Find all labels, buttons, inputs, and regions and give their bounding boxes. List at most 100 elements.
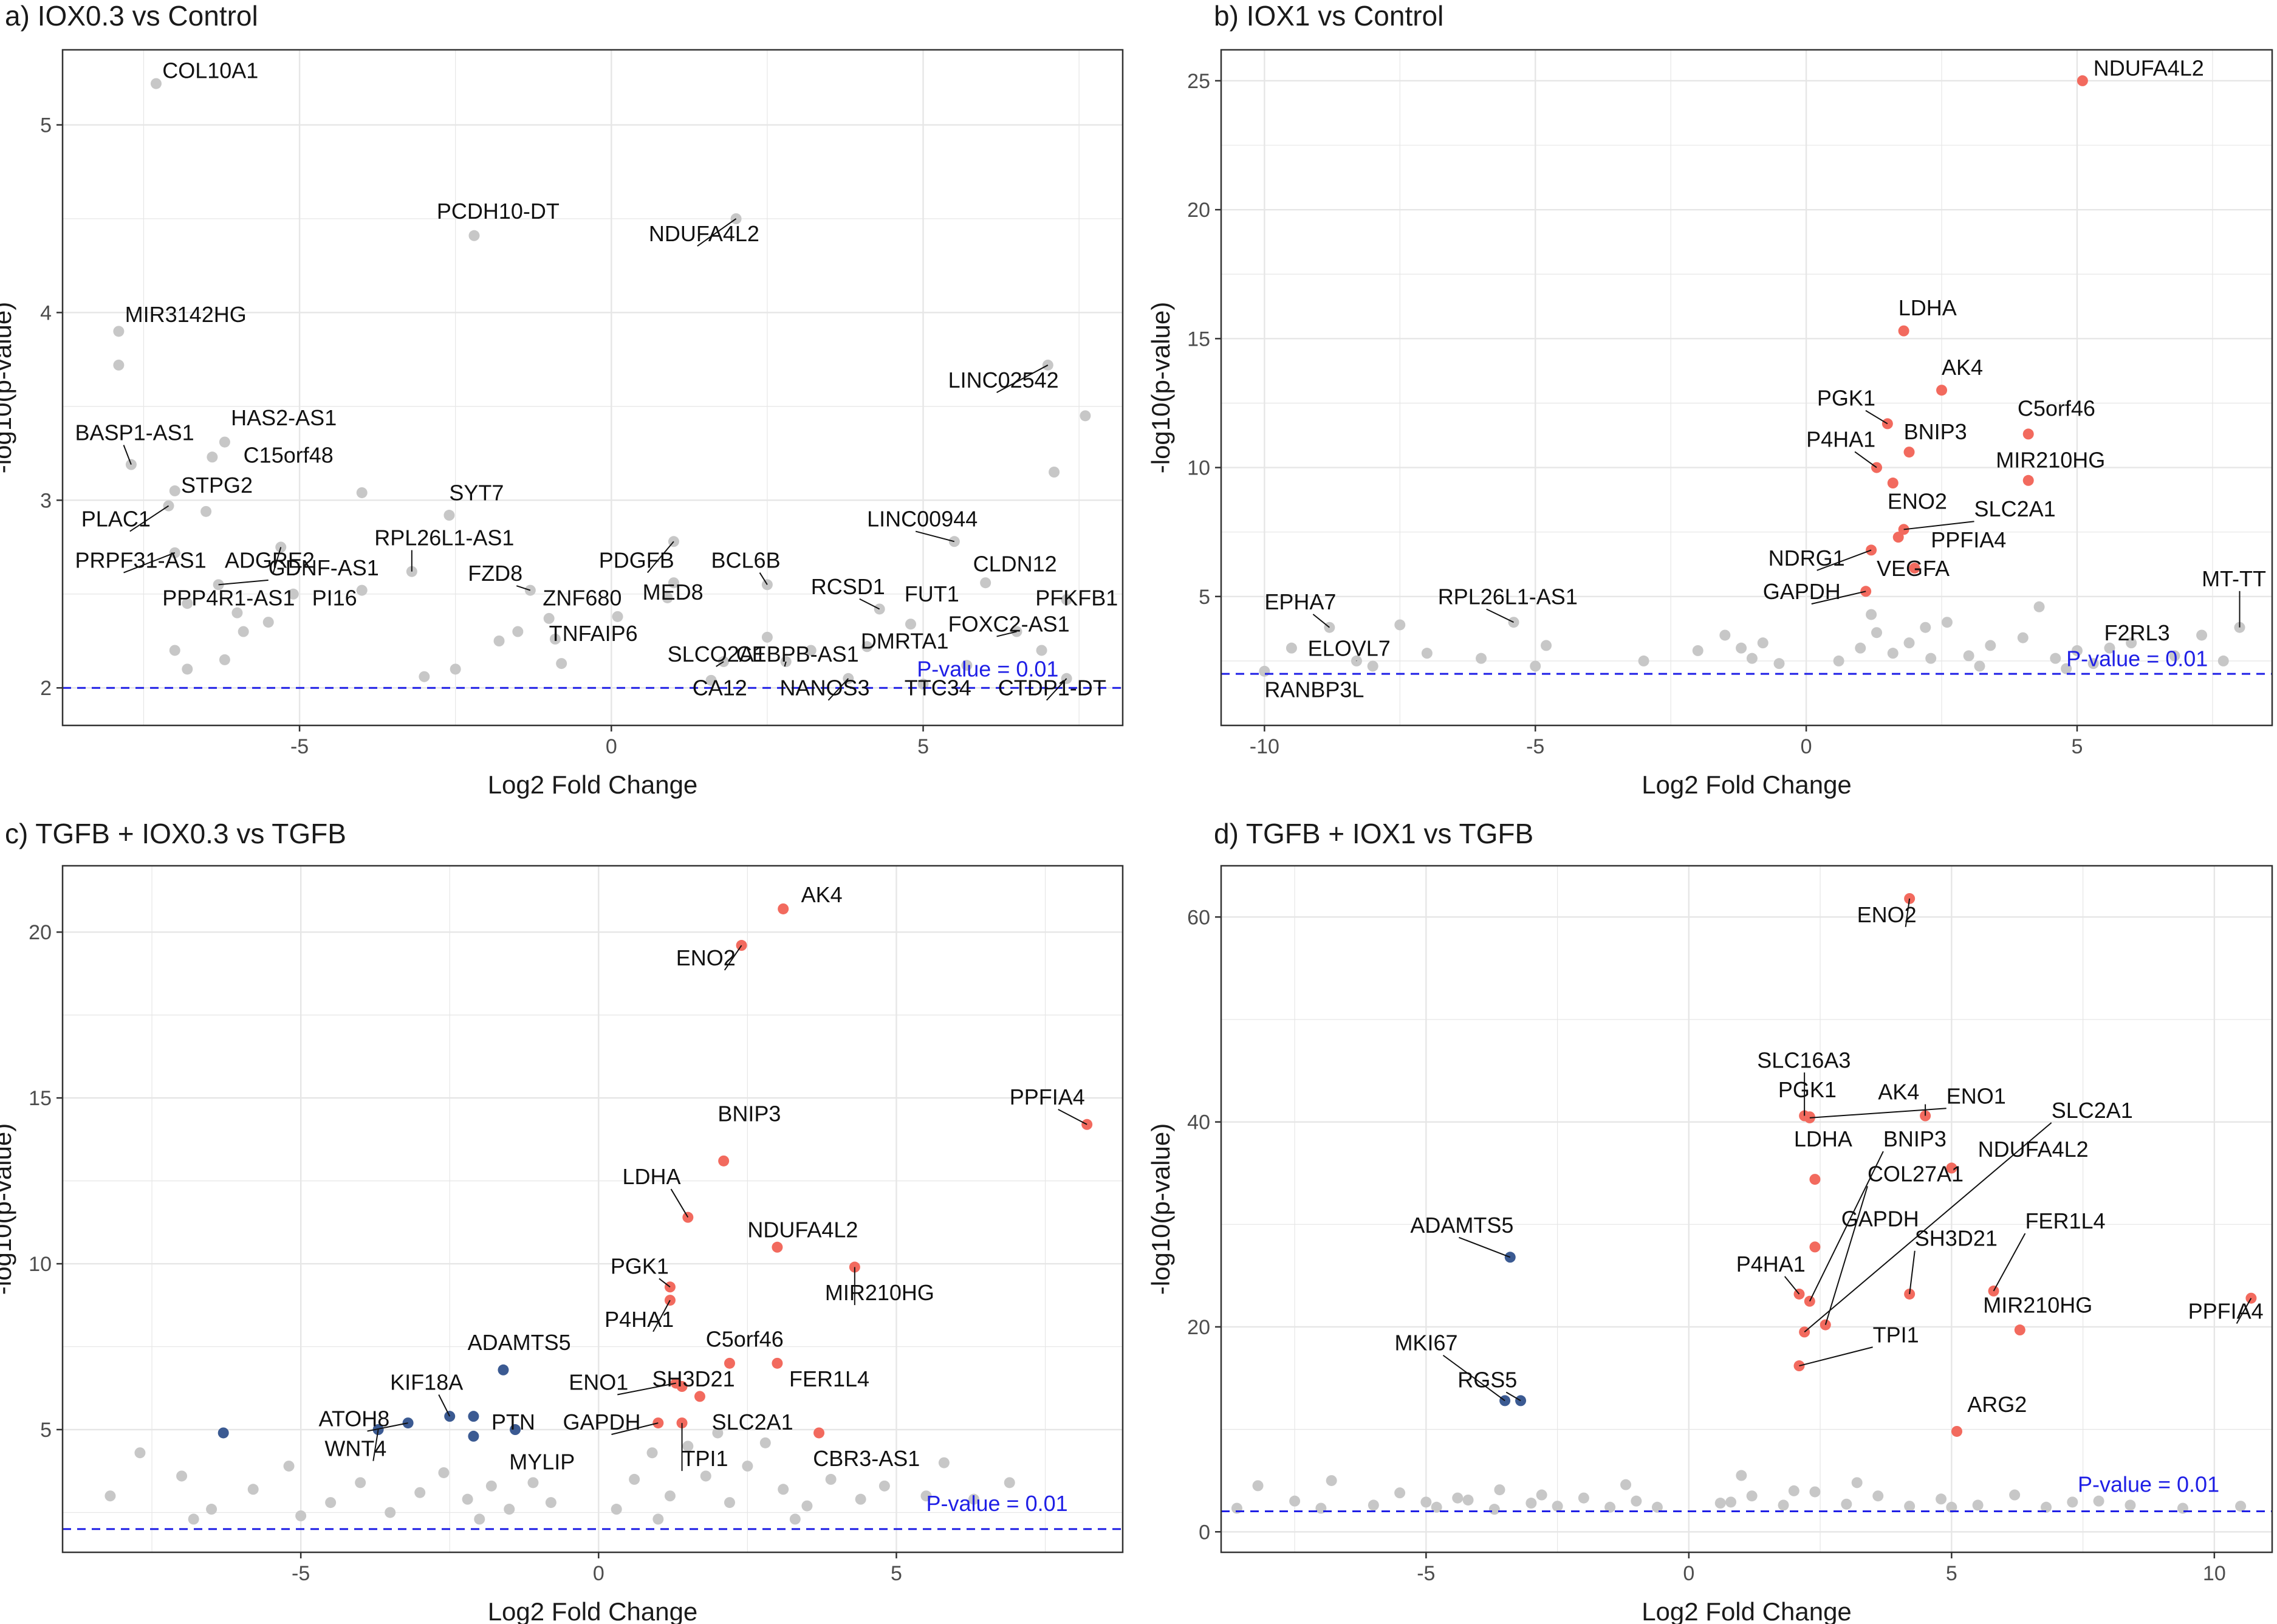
gene-label: RPL26L1-AS1 [1438,584,1578,609]
y-tick-label: 10 [1187,457,1210,480]
gene-label: ELOVL7 [1308,636,1391,660]
leader-line [1993,1233,2026,1292]
data-point [801,1500,813,1512]
data-point [1855,642,1866,654]
data-point [2061,663,2072,674]
leader-line [611,1422,659,1435]
data-point [1394,1487,1406,1499]
data-point [1925,653,1937,664]
y-axis-title: -log10(p-value) [0,1123,16,1295]
y-tick-label: 60 [1187,906,1210,929]
gene-label: LINC02542 [948,368,1059,392]
data-point [2071,645,2083,656]
leader-line [1058,1109,1087,1125]
data-point [1286,642,1297,654]
data-point [1420,1496,1432,1508]
gene-label: ENO2 [1888,488,1947,513]
y-axis-title: -log10(p-value) [1146,302,1175,473]
leader-line [1046,678,1067,701]
leader-line [1816,549,1872,571]
gene-label: COL27A1 [1868,1161,1964,1186]
data-point [2169,650,2180,662]
gene-point [778,903,789,914]
data-point [646,1447,658,1459]
data-point [968,1493,979,1505]
data-point [761,631,773,643]
data-point [355,1477,366,1489]
leader-line [646,541,674,574]
data-point [462,1493,473,1505]
data-point [1494,1484,1505,1496]
data-point [1431,1501,1442,1513]
gene-label: PTN [491,1410,535,1434]
gene-label: ZNF680 [543,585,621,610]
data-point [200,505,212,517]
data-point [247,1484,259,1495]
gene-label: ATOH8 [319,1406,390,1431]
gene-label: GAPDH [563,1410,640,1434]
data-point [1394,619,1406,631]
gene-label: NDUFA4L2 [1978,1137,2089,1162]
gene-label: MYLIP [509,1450,575,1475]
leader-line [372,1429,379,1461]
gene-label: PDGFB [599,548,674,573]
gene-point [510,1424,521,1436]
data-point [1936,1493,1947,1505]
gene-label: C15orf48 [244,443,334,468]
y-tick-label: 20 [29,921,52,944]
data-point [1536,1489,1547,1501]
leader-line [1505,1391,1521,1402]
gene-label: RANBP3L [1264,677,1364,702]
gene-point [543,612,555,624]
gene-point [443,510,455,521]
gene-label: PLAC1 [81,507,151,532]
gene-label: FER1L4 [789,1366,869,1391]
gene-point [772,1241,783,1253]
gene-label: DMRTA1 [861,628,949,653]
data-point [1736,1470,1747,1481]
gene-label: RPL26L1-AS1 [374,525,514,550]
gene-point [772,1357,783,1369]
data-point [1746,1490,1758,1502]
leader-line [1903,521,1974,530]
gene-label: PCDH10-DT [437,199,560,224]
gene-point [1951,1425,1962,1437]
y-tick-label: 20 [1187,199,1210,222]
data-point [2050,653,2061,664]
data-point [612,611,623,622]
gene-point [2014,1324,2025,1336]
y-tick-label: 40 [1187,1111,1210,1134]
gene-point [980,577,991,589]
data-point [1963,650,1974,662]
threshold-label: P-value = 0.01 [2066,646,2208,671]
leader-line [1459,1236,1511,1258]
gene-label: NDUFA4L2 [2094,55,2204,80]
data-point [759,1437,771,1448]
data-point [2125,1499,2136,1511]
panel-title: a) IOX0.3 vs Control [5,0,258,32]
data-point [664,1490,676,1502]
data-point [789,1513,801,1525]
data-point [1946,1501,1957,1513]
gene-label: F2RL3 [2104,620,2170,645]
gene-point [217,1427,229,1439]
leader-line [1312,614,1330,628]
leader-line [915,530,955,543]
gene-label: FOXC2-AS1 [948,612,1070,637]
gene-label: GAPDH [1763,579,1841,604]
gene-point [1936,385,1948,396]
gene-point [1946,1162,1957,1174]
gene-label: MIR3142HG [125,302,247,327]
data-point [682,1441,694,1452]
gene-point [917,679,929,690]
gene-label: MIR210HG [1983,1292,2092,1317]
data-point [2067,1496,2078,1508]
gene-label: VEGFA [1877,556,1950,581]
data-point [1080,410,1091,422]
leader-line [438,1394,451,1417]
leader-line [1811,591,1866,605]
leader-line [784,661,787,667]
data-point [1638,655,1649,666]
leader-line [1809,1108,1947,1119]
data-point [169,645,180,656]
